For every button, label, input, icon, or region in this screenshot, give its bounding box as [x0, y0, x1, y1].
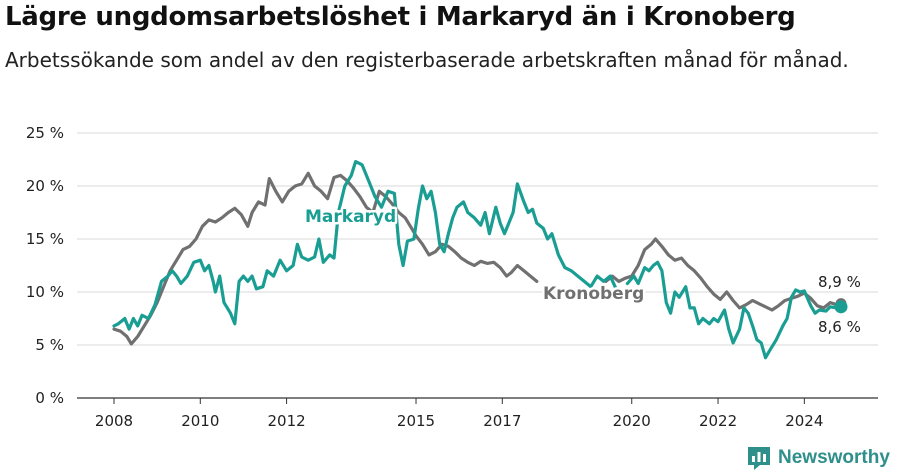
newsworthy-logo: Newsworthy — [746, 444, 890, 472]
x-tick-label: 2020 — [613, 412, 651, 430]
brand-name: Newsworthy — [778, 447, 890, 468]
series-line-kronoberg-2 — [604, 237, 843, 312]
x-tick-label: 2017 — [483, 412, 521, 430]
y-tick-label: 25 % — [26, 124, 64, 142]
y-tick-label: 20 % — [26, 177, 64, 195]
series-label-kronoberg: Kronoberg — [543, 284, 644, 304]
x-tick-label: 2010 — [181, 412, 219, 430]
x-tick-label: 2015 — [397, 412, 435, 430]
x-tick-label: 2024 — [785, 412, 823, 430]
end-marker-markaryd — [834, 300, 848, 314]
newsworthy-logo-icon — [748, 447, 770, 470]
x-axis: 2008 2010 2012 2015 2017 2020 2022 2024 — [95, 398, 823, 430]
series-labels: Markaryd Kronoberg 8,9 % 8,6 % — [303, 205, 861, 337]
series-line-markaryd — [112, 160, 619, 331]
y-tick-label: 0 % — [35, 389, 64, 407]
end-label-kronoberg: 8,9 % — [818, 273, 861, 291]
x-tick-label: 2012 — [267, 412, 305, 430]
chart-title: Lägre ungdomsarbetslöshet i Markaryd än … — [5, 2, 796, 32]
grid-lines — [77, 132, 878, 399]
chart-subtitle: Arbetssökande som andel av den registerb… — [5, 48, 849, 72]
series-label-markaryd: Markaryd — [305, 207, 396, 227]
series-line-kronoberg — [112, 171, 539, 346]
y-tick-label: 15 % — [26, 230, 64, 248]
x-tick-label: 2008 — [95, 412, 133, 430]
y-tick-label: 10 % — [26, 283, 64, 301]
x-tick-label: 2022 — [699, 412, 737, 430]
y-axis: 0 % 5 % 10 % 15 % 20 % 25 % — [26, 124, 64, 407]
y-tick-label: 5 % — [35, 336, 64, 354]
end-label-markaryd: 8,6 % — [818, 318, 861, 336]
series-line-markaryd-2 — [625, 260, 843, 360]
series-lines — [112, 160, 848, 360]
